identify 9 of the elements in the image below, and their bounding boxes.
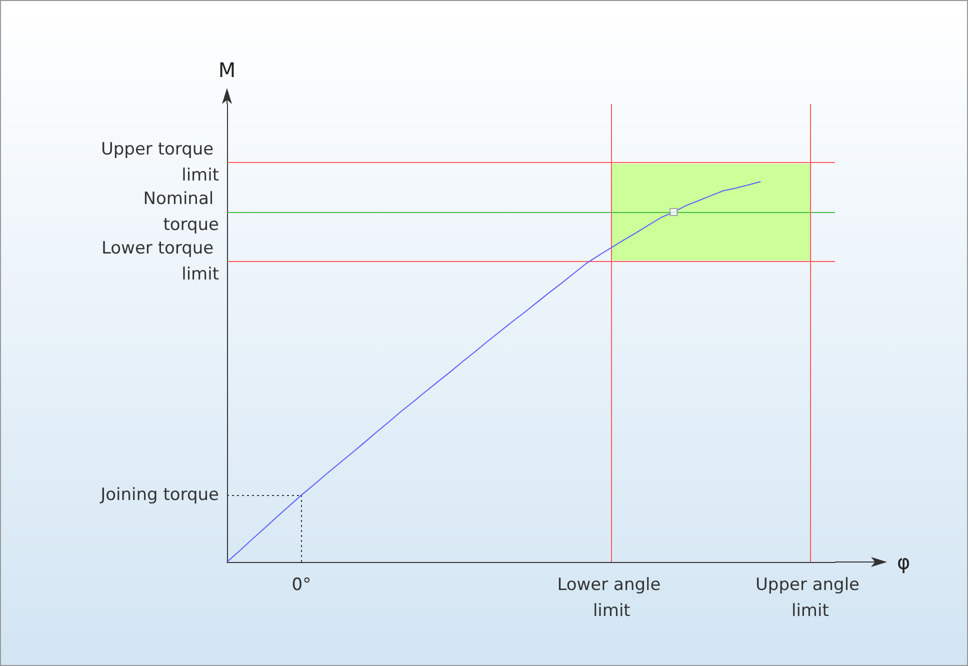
ref-line-label: Lower torque limit [101,238,220,284]
ref-line-label: Joining torque [100,485,219,506]
x-axis-title: φ [897,550,910,574]
x-tick-label: Lower angle limit [557,575,666,621]
ref-line-label: Upper torque limit [100,140,220,186]
ref-line-label: Nominal torque [143,189,219,236]
y-axis-title: M [218,58,236,82]
x-tick-label: Upper angle limit [755,575,865,621]
x-tick-label: 0° [292,575,312,595]
